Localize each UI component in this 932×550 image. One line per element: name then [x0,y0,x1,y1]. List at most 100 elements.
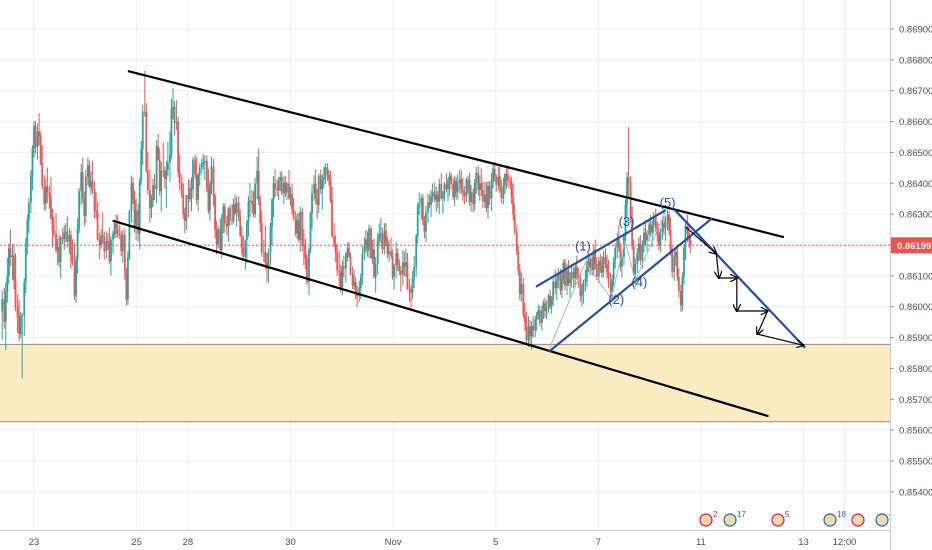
candle-body [331,200,333,237]
candle-body [411,277,414,293]
candle-body [292,209,295,217]
candle-body [611,279,614,292]
candle [376,233,379,275]
event-flag-icon[interactable] [875,513,889,527]
event-marker[interactable]: 17 [723,510,746,527]
candle-body [34,125,37,148]
price-axis-panel[interactable] [890,0,932,550]
candle-body [420,198,423,204]
candle-body [636,252,639,264]
candle-body [286,183,288,193]
candle [589,256,591,275]
candle-body [110,239,112,262]
event-marker[interactable]: 18 [823,510,846,527]
candle-body [492,168,495,181]
candle-body [41,164,44,187]
candle-body [149,190,151,209]
candle-body [257,170,260,202]
price-tick-label: 0.86000 [899,302,932,313]
candle-body [282,182,285,194]
candle-body [408,288,411,290]
candle [130,175,133,223]
candle-body [207,189,210,212]
candle-body [143,111,146,113]
candle [61,227,64,245]
zone-fill [0,344,890,422]
candle [83,191,86,227]
candle [262,239,265,262]
candle-body [96,211,99,240]
candle [200,158,203,174]
candle-body [395,253,398,266]
candle [478,175,481,201]
candle [182,183,185,220]
candle [654,208,657,232]
candle-body [620,257,623,267]
candle [257,148,260,206]
candle [597,256,600,284]
candle-body [24,243,27,283]
candle-body [518,270,521,295]
event-flag-icon[interactable] [699,513,713,527]
candle [145,103,148,173]
candle-body [567,270,570,283]
candle-body [634,263,637,275]
candle-body [106,240,109,244]
candle-body [684,226,687,248]
event-flag-icon[interactable] [723,513,737,527]
event-marker[interactable]: 5 [771,510,790,527]
candle [110,236,112,276]
candle-body [95,210,97,212]
candle-body [683,247,685,277]
candle-body [686,226,689,234]
event-count: 5 [785,510,790,519]
candle [440,173,443,200]
current-price-label: 0.86199 [897,241,931,252]
candle-body [493,168,496,177]
candle-body [338,270,341,273]
event-marker[interactable]: 2 [699,510,718,527]
candle [477,165,480,196]
candle-body [513,214,516,232]
candle-body [108,243,111,262]
candle-body [4,291,7,322]
candle-body [235,202,238,214]
candle-body [66,231,69,242]
candle-body [475,172,478,183]
price-axis[interactable]: 0.86900 0.86800 0.86700 0.86600 0.86500 0.864… [890,0,932,550]
candle-body [339,272,342,288]
candle-body [146,171,149,191]
candle [683,244,685,285]
candle [169,131,171,182]
candle-body [197,175,200,200]
candle-body [600,265,603,273]
candle-body [428,202,431,205]
candle [178,154,181,191]
event-flag-icon[interactable] [823,513,837,527]
event-flag-icon[interactable] [771,513,785,527]
candle-body [452,183,455,197]
candle [525,311,528,344]
time-axis-panel[interactable] [0,530,890,550]
candle [220,214,223,259]
candle-body [398,264,401,271]
event-flag-icon[interactable] [851,513,865,527]
candle [71,239,74,266]
candle-body [663,223,665,228]
candle [141,104,144,166]
candle-body [468,179,471,203]
event-count: 17 [737,510,746,519]
candle-body [317,175,320,205]
candle-body [632,246,635,275]
candle [245,220,248,263]
candle-body [564,262,566,286]
candle-body [210,166,213,184]
candle [101,212,104,244]
candle-body [545,307,548,312]
time-axis[interactable]: 23 25 28 30 Nov 5 7 11 13 12:00 [0,530,890,550]
candle [80,164,83,206]
candle-body [527,326,530,341]
candle [537,304,540,320]
candle [39,131,42,166]
